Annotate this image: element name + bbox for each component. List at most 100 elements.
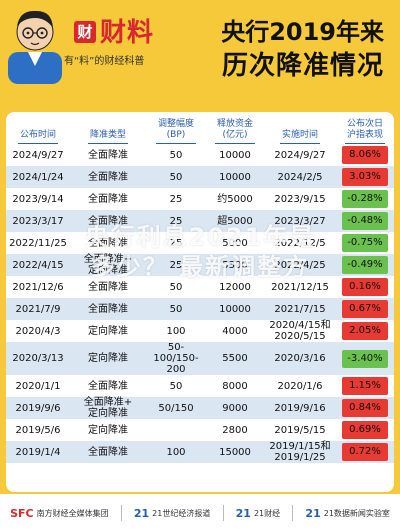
table-row: 2020/1/1 全面降准 50 8000 2020/1/6 1.15% — [6, 375, 394, 397]
cell-change: 2.05% — [336, 320, 394, 342]
column-header-label: 公布时间 — [17, 130, 58, 144]
brand-name: 财料 — [100, 18, 155, 48]
column-header: 公布次日 沪指表现 — [336, 112, 394, 144]
table-row: 2021/7/9 全面降准 50 10000 2021/7/15 0.67% — [6, 298, 394, 320]
cell-bp: 50 — [169, 281, 183, 293]
footer-logo: SFC 南方财经全媒体集团 — [10, 507, 109, 520]
cell-change: -0.49% — [336, 254, 394, 276]
footer-logo: 21 21财经 — [236, 507, 281, 520]
cell-announce: 2020/4/3 — [15, 325, 61, 337]
cell-announce: 2019/9/6 — [6, 397, 70, 419]
cell-change: 0.69% — [336, 419, 394, 441]
footer-logo-mark-icon: 21 — [133, 506, 150, 520]
change-badge: 0.69% — [342, 421, 388, 439]
brand-logo-icon: 财 — [74, 21, 96, 43]
cell-announce: 2019/1/4 — [6, 441, 70, 463]
rrr-table: 公布时间 降准类型 调整幅度 (BP) 释放资金 (亿元) 实施时间 公布次日 沪指表现 202… — [6, 112, 394, 463]
cell-bp: 50 — [169, 380, 183, 392]
cell-announce: 2019/5/6 — [15, 424, 61, 436]
cell-type: 定向降准 — [70, 342, 146, 375]
cell-funds: 超5000 — [206, 210, 264, 232]
mascot-avatar-icon — [8, 10, 62, 84]
cell-change: -3.40% — [336, 342, 394, 375]
cell-funds: 15000 — [206, 441, 264, 463]
cell-bp: 100 — [146, 441, 206, 463]
change-badge: 1.15% — [342, 377, 388, 395]
cell-effective: 2019/5/15 — [274, 424, 326, 436]
footer-logo-mark-icon: 21 — [235, 506, 251, 520]
cell-announce: 2021/12/6 — [12, 281, 64, 293]
cell-effective: 2023/9/15 — [274, 193, 326, 205]
footer-logo-text: 21财经 — [253, 508, 281, 518]
title-line-1: 央行2019年来 — [221, 18, 384, 46]
cell-effective: 2019/1/15和 2019/1/25 — [264, 441, 336, 463]
cell-type: 全面降准+ 定向降准 — [70, 254, 146, 276]
cell-effective: 2022/12/5 — [274, 237, 326, 249]
cell-effective: 2021/12/15 — [271, 281, 329, 293]
cell-change: 0.16% — [336, 276, 394, 298]
cell-change: -0.48% — [336, 210, 394, 232]
cell-announce: 2022/11/25 — [9, 237, 67, 249]
cell-funds: 5300 — [206, 254, 264, 276]
cell-announce: 2024/1/24 — [6, 166, 70, 188]
cell-bp: 50 — [169, 149, 183, 161]
cell-effective: 2020/1/6 — [277, 380, 323, 392]
table-row: 2024/1/24 全面降准 50 10000 2024/2/5 3.03% — [6, 166, 394, 188]
cell-effective: 2021/7/15 — [264, 298, 336, 320]
cell-funds: 9000 — [206, 397, 264, 419]
column-header-label: 降准类型 — [87, 130, 128, 144]
rrr-table-card: 公布时间 降准类型 调整幅度 (BP) 释放资金 (亿元) 实施时间 公布次日 沪指表现 202… — [6, 112, 394, 492]
column-header-label: 实施时间 — [279, 130, 320, 144]
change-badge: -0.49% — [342, 256, 388, 274]
footer-logos: SFC 南方财经全媒体集团 21 21世纪经济报道 21 21财经 21 21数据新闻实验室 — [0, 494, 400, 532]
table-header-row: 公布时间 降准类型 调整幅度 (BP) 释放资金 (亿元) 实施时间 公布次日 沪指表现 — [6, 112, 394, 144]
cell-announce: 2023/3/17 — [6, 210, 70, 232]
cell-type: 定向降准 — [88, 325, 128, 337]
table-body: 2024/9/27 全面降准 50 10000 2024/9/27 8.06% 2024/1… — [6, 144, 394, 463]
cell-effective: 2020/4/15和 2020/5/15 — [269, 320, 331, 342]
cell-type: 定向降准 — [88, 424, 128, 436]
footer-logo-text: 21世纪经济报道 — [152, 508, 211, 518]
cell-funds: 约5000 — [217, 193, 253, 205]
cell-bp: 50-100/150-200 — [146, 342, 206, 375]
change-badge: 8.06% — [342, 146, 388, 164]
cell-announce: 2024/9/27 — [12, 149, 64, 161]
change-badge: 0.67% — [342, 300, 388, 318]
table-row: 2022/11/25 全面降准 25 5000 2022/12/5 -0.75% — [6, 232, 394, 254]
cell-effective: 2024/2/5 — [264, 166, 336, 188]
cell-bp: 50 — [146, 166, 206, 188]
column-header-label: 调整幅度 (BP) — [155, 119, 196, 144]
cell-type: 全面降准+ 定向降准 — [70, 397, 146, 419]
table-row: 2019/9/6 全面降准+ 定向降准 50/150 9000 2019/9/16 0.84… — [6, 397, 394, 419]
column-header: 调整幅度 (BP) — [146, 112, 206, 144]
table-row: 2020/4/3 定向降准 100 4000 2020/4/15和 2020/5/15 2.… — [6, 320, 394, 342]
footer-logo: 21 21数据新闻实验室 — [305, 507, 390, 520]
change-badge: -3.40% — [342, 349, 388, 368]
column-header: 释放资金 (亿元) — [206, 112, 264, 144]
cell-effective: 2023/3/27 — [264, 210, 336, 232]
cell-announce: 2020/3/13 — [6, 342, 70, 375]
cell-change: -0.75% — [336, 232, 394, 254]
footer-logo-text: 南方财经全媒体集团 — [36, 508, 109, 518]
cell-funds: 8000 — [222, 380, 248, 392]
column-header-label: 公布次日 沪指表现 — [344, 119, 385, 144]
cell-type: 全面降准 — [70, 298, 146, 320]
cell-funds: 12000 — [219, 281, 251, 293]
change-badge: -0.28% — [342, 190, 388, 208]
cell-bp: 25 — [146, 254, 206, 276]
footer-divider — [120, 505, 122, 521]
cell-effective: 2024/9/27 — [274, 149, 326, 161]
cell-bp: 100 — [166, 325, 186, 337]
change-badge: 0.72% — [342, 443, 388, 461]
cell-type: 全面降准 — [88, 193, 128, 205]
cell-bp: 25 — [169, 193, 183, 205]
cell-effective: 2020/3/16 — [264, 342, 336, 375]
cell-bp: 25 — [146, 210, 206, 232]
cell-announce: 2021/7/9 — [6, 298, 70, 320]
cell-type: 全面降准 — [70, 210, 146, 232]
footer-divider — [292, 505, 294, 521]
table-row: 2024/9/27 全面降准 50 10000 2024/9/27 8.06% — [6, 144, 394, 166]
column-header-label: 释放资金 (亿元) — [214, 119, 255, 144]
table-row: 2019/5/6 定向降准 2800 2019/5/15 0.69% — [6, 419, 394, 441]
cell-type: 全面降准 — [70, 441, 146, 463]
